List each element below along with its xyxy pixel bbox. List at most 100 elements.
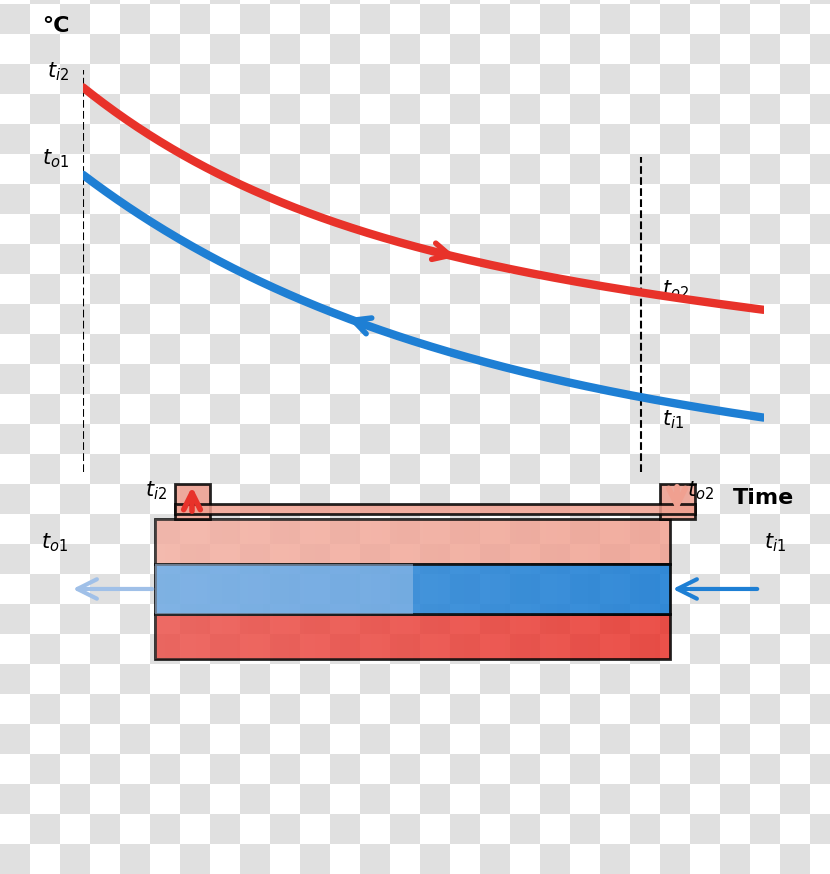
Bar	[660, 4, 690, 34]
Bar	[630, 94, 660, 124]
Bar	[390, 694, 420, 724]
Bar	[150, 0, 180, 4]
Bar	[660, 244, 690, 274]
Bar	[750, 94, 780, 124]
Bar	[330, 784, 360, 814]
Bar	[120, 724, 150, 754]
Bar	[810, 364, 830, 394]
Bar	[480, 424, 510, 454]
Bar	[180, 124, 210, 154]
Bar	[629, 519, 634, 659]
Bar	[480, 394, 510, 424]
Bar	[0, 544, 30, 574]
Bar	[720, 604, 750, 634]
Bar	[600, 64, 630, 94]
Bar	[300, 844, 330, 874]
Bar	[690, 94, 720, 124]
Bar	[540, 34, 570, 64]
Bar	[60, 334, 90, 364]
Bar	[360, 0, 390, 4]
Bar	[382, 519, 387, 659]
Bar	[690, 514, 720, 544]
Bar	[120, 544, 150, 574]
Bar	[232, 519, 237, 659]
Bar	[330, 364, 360, 394]
Bar	[0, 514, 30, 544]
Bar	[600, 304, 630, 334]
Bar	[420, 364, 450, 394]
Bar	[165, 519, 170, 659]
Bar	[30, 34, 60, 64]
Bar	[480, 244, 510, 274]
Bar	[750, 34, 780, 64]
Bar	[60, 394, 90, 424]
Bar	[212, 519, 217, 659]
Bar	[660, 334, 690, 364]
Bar	[540, 124, 570, 154]
Bar	[120, 34, 150, 64]
Bar	[450, 784, 480, 814]
Bar	[240, 0, 270, 4]
Bar	[780, 544, 810, 574]
Bar	[750, 484, 780, 514]
Bar	[360, 724, 390, 754]
Bar	[510, 394, 540, 424]
Bar	[330, 304, 360, 334]
Bar	[450, 34, 480, 64]
Bar	[270, 154, 300, 184]
Bar	[810, 634, 830, 664]
Bar	[240, 694, 270, 724]
Bar	[90, 814, 120, 844]
Bar	[390, 604, 420, 634]
Bar	[90, 364, 120, 394]
Bar	[570, 544, 600, 574]
Bar	[240, 154, 270, 184]
Bar	[600, 334, 630, 364]
Bar	[660, 544, 690, 574]
Bar	[510, 214, 540, 244]
Bar	[0, 0, 30, 4]
Bar	[810, 274, 830, 304]
Bar	[180, 34, 210, 64]
Bar	[210, 574, 240, 604]
Bar	[600, 784, 630, 814]
Bar	[361, 519, 366, 659]
Bar	[480, 124, 510, 154]
Bar	[390, 574, 420, 604]
Bar	[300, 664, 330, 694]
Bar	[720, 544, 750, 574]
Bar	[360, 604, 390, 634]
Bar	[180, 844, 210, 874]
Bar	[450, 634, 480, 664]
Bar	[30, 844, 60, 874]
Bar	[630, 154, 660, 184]
Bar	[420, 664, 450, 694]
Bar	[480, 34, 510, 64]
Bar	[300, 4, 330, 34]
Bar	[270, 244, 300, 274]
Bar	[480, 519, 485, 659]
Bar	[570, 754, 600, 784]
Bar	[403, 519, 408, 659]
Bar	[600, 604, 630, 634]
Bar	[780, 124, 810, 154]
Bar	[630, 574, 660, 604]
Bar	[392, 519, 397, 659]
Bar	[300, 124, 330, 154]
Bar	[60, 784, 90, 814]
Bar	[510, 304, 540, 334]
Bar	[210, 124, 240, 154]
Bar	[720, 214, 750, 244]
Bar	[202, 519, 207, 659]
Bar	[420, 814, 450, 844]
Bar	[0, 604, 30, 634]
Bar	[630, 124, 660, 154]
Bar	[810, 214, 830, 244]
Bar	[600, 214, 630, 244]
Text: $t_{i2}$: $t_{i2}$	[47, 60, 70, 83]
Bar	[450, 454, 480, 484]
Bar	[180, 424, 210, 454]
Bar	[780, 574, 810, 604]
Bar	[360, 394, 390, 424]
Bar	[420, 0, 450, 4]
